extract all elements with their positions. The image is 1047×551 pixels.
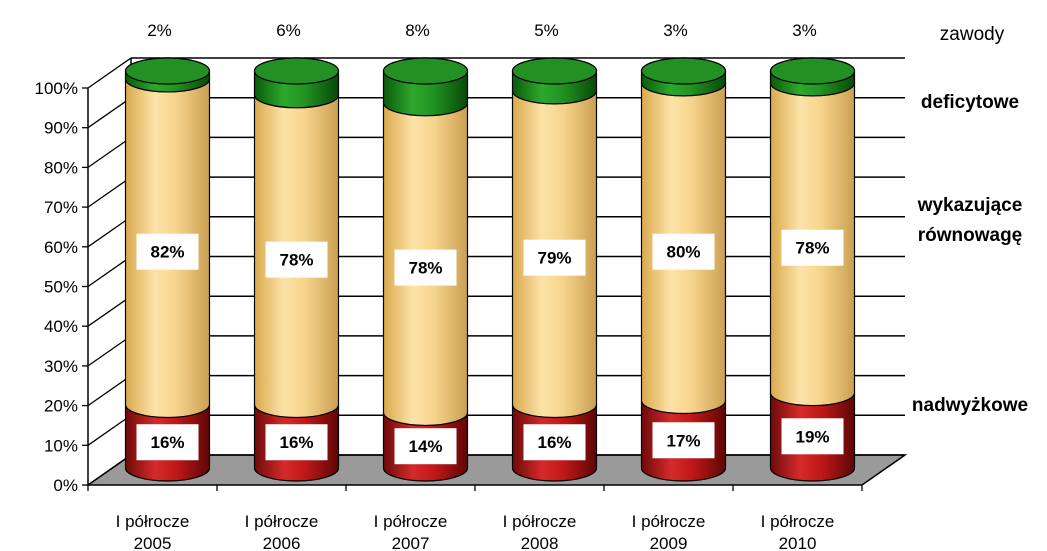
data-label: 16% [150,433,184,452]
legend-label: deficytowe [921,92,1019,113]
data-label-box [265,241,328,278]
data-label-box [523,239,586,276]
x-tick-label: 2009 [650,534,688,551]
x-tick-label: I półrocze [374,512,448,531]
data-label: 78% [279,251,313,270]
side-gridline [87,454,132,486]
bar-cap-3 [511,57,598,85]
data-label: 14% [408,437,442,456]
data-label: 19% [795,427,829,446]
data-label-top: 3% [792,21,817,40]
y-tick-label: 70% [44,198,78,217]
x-tick-label: I półrocze [632,512,706,531]
data-label-box [394,428,457,465]
y-tick-label: 80% [44,158,78,177]
side-gridline [87,335,132,367]
data-label-box [136,424,199,461]
data-label-box [136,233,199,270]
y-tick-label: 20% [44,397,78,416]
x-tick-label: I półrocze [761,512,835,531]
side-gridline [87,216,132,248]
y-tick-label: 0% [53,476,78,495]
side-gridline [87,97,132,129]
data-label-box [652,233,715,270]
x-tick-label: I półrocze [245,512,319,531]
y-tick-label: 100% [35,79,78,98]
side-gridline [87,295,132,327]
x-tick-label: 2006 [263,534,301,551]
x-tick-label: I półrocze [503,512,577,531]
data-label-box [394,249,457,286]
side-gridline [87,375,132,407]
x-tick-label: I półrocze [116,512,190,531]
x-tick-label: 2008 [521,534,559,551]
data-label-top: 6% [276,21,301,40]
y-tick-label: 50% [44,278,78,297]
y-tick-label: 10% [44,436,78,455]
data-label-box [523,424,586,461]
data-label: 79% [537,249,571,268]
data-label: 78% [408,259,442,278]
data-label-box [652,422,715,459]
data-label: 17% [666,431,700,450]
legend-label: nadwyżkowe [912,395,1028,416]
legend-header: zawody [940,24,1005,45]
y-tick-label: 60% [44,238,78,257]
x-tick-label: 2007 [392,534,430,551]
y-tick-label: 30% [44,357,78,376]
x-tick-label: 2005 [134,534,172,551]
side-gridline [87,255,132,288]
x-tick-label: 2010 [779,534,817,551]
side-gridline [87,136,132,168]
bar-cap-2 [382,57,469,85]
data-label: 82% [150,243,184,262]
data-label: 16% [537,433,571,452]
data-label: 16% [279,433,313,452]
data-label-box [781,418,844,455]
data-label-top: 2% [147,21,172,40]
bar-cap-1 [253,57,340,85]
bar-cap-5 [769,57,856,85]
data-label: 80% [666,243,700,262]
side-gridline [87,414,132,446]
y-tick-label: 90% [44,119,78,138]
legend-label: wykazujące [917,195,1023,216]
side-gridline [87,176,132,208]
data-label-top: 5% [534,21,559,40]
data-label-top: 8% [405,21,430,40]
data-label-top: 3% [663,21,688,40]
data-label-box [265,424,328,461]
y-tick-label: 40% [44,317,78,336]
bar-cap-4 [640,57,727,85]
data-label-box [781,229,844,266]
data-label: 78% [795,239,829,258]
bar-cap-0 [124,57,211,85]
legend-label: równowagę [918,225,1023,246]
side-gridline [87,57,132,89]
